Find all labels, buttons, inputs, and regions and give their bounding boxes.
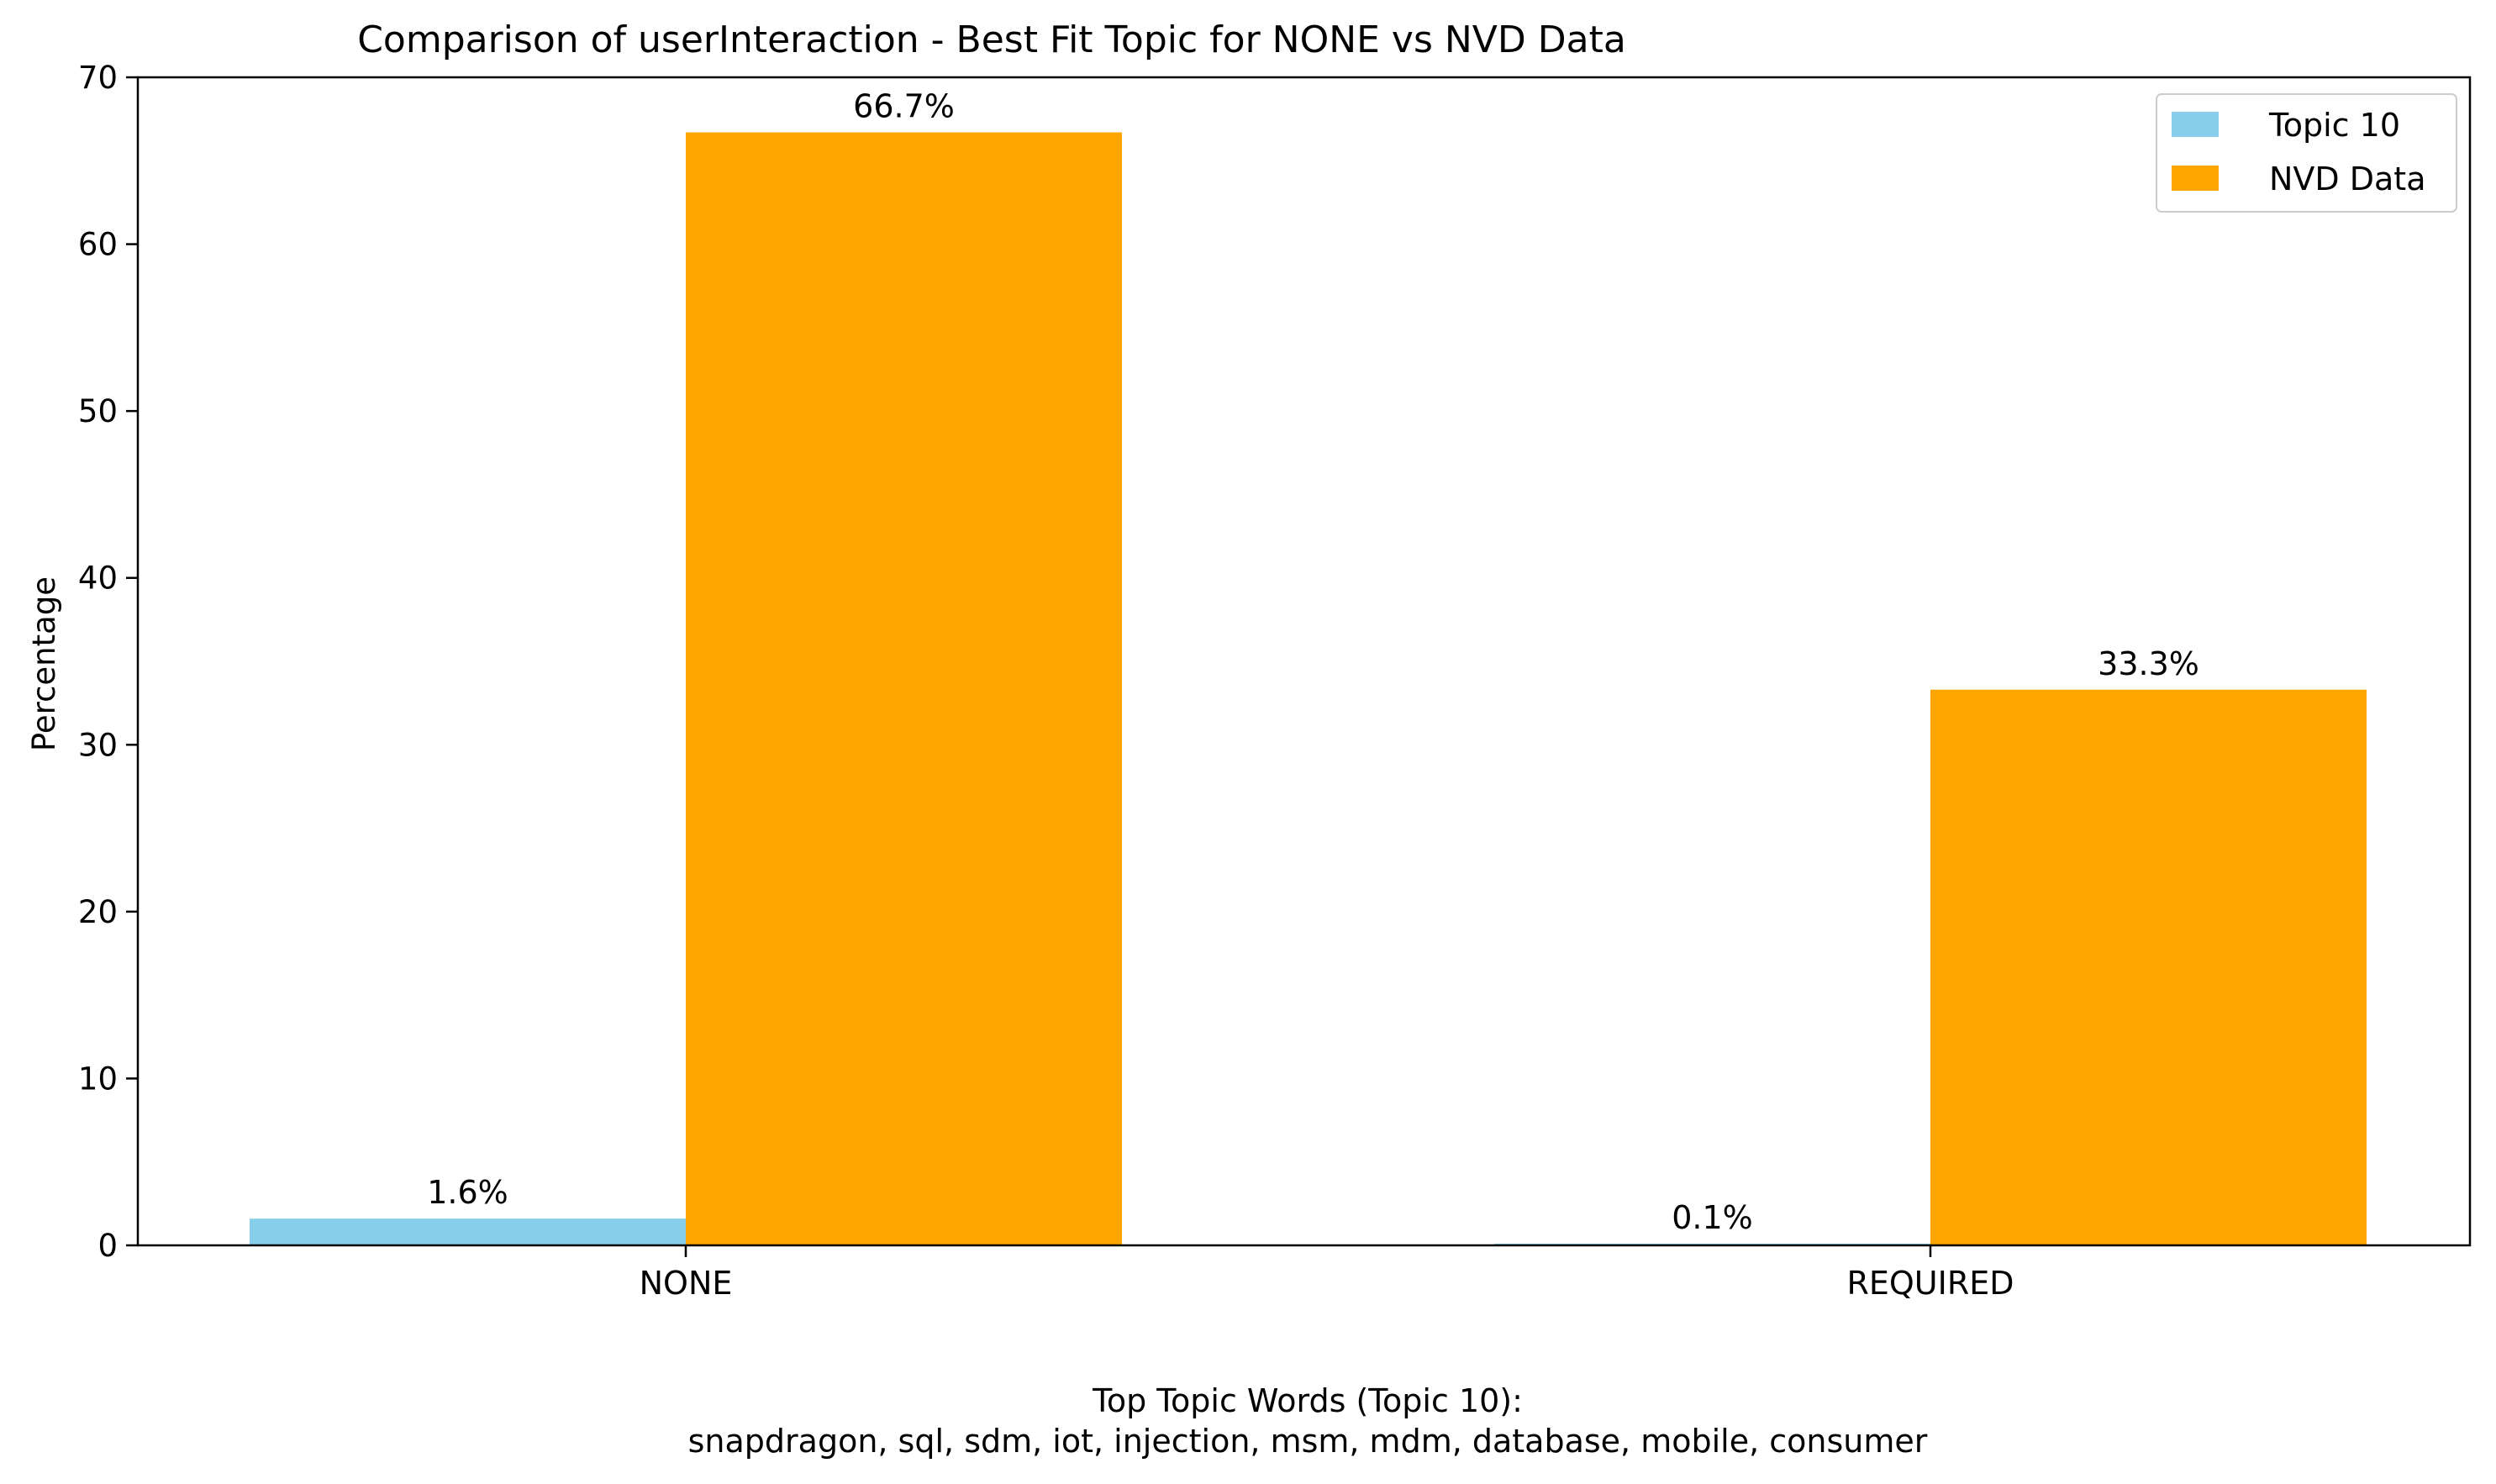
y-tick-label: 60	[78, 227, 118, 263]
data-label: 1.6%	[427, 1174, 508, 1211]
y-tick-label: 50	[78, 393, 118, 429]
data-label: 66.7%	[853, 88, 955, 125]
y-axis-label: Percentage	[26, 576, 62, 751]
data-label: 0.1%	[1672, 1199, 1753, 1236]
y-tick-label: 40	[78, 560, 118, 597]
legend: Topic 10 NVD Data	[2156, 93, 2457, 213]
legend-label-topic10: Topic 10	[2268, 107, 2400, 144]
y-tick-label: 0	[97, 1228, 118, 1264]
y-tick-label: 30	[78, 727, 118, 763]
legend-box	[2156, 93, 2457, 213]
plot-area: 0 10 20 30 40 50 60 70 1.6% 66.7% NONE 0.1% 33.3% REQ…	[78, 60, 2367, 1302]
footnote-heading: Top Topic Words (Topic 10):	[1092, 1382, 1523, 1419]
footnote-topic-words: snapdragon, sql, sdm, iot, injection, ms…	[688, 1423, 1928, 1460]
bar-topic10-none	[250, 1218, 686, 1245]
x-tick-label: REQUIRED	[1846, 1265, 2014, 1302]
bar-nvd-none	[686, 132, 1122, 1245]
legend-label-nvd: NVD Data	[2269, 161, 2426, 197]
y-tick-label: 10	[78, 1060, 118, 1097]
chart-title: Comparison of userInteraction - Best Fit…	[357, 18, 1626, 61]
plot-frame	[136, 76, 2472, 1247]
y-tick-label: 20	[78, 894, 118, 930]
x-tick-label: NONE	[640, 1265, 733, 1302]
legend-swatch-topic10	[2172, 112, 2219, 137]
bar-nvd-required	[1930, 689, 2367, 1245]
y-tick-label: 70	[78, 60, 118, 96]
data-label: 33.3%	[2098, 645, 2199, 682]
legend-swatch-nvd	[2172, 166, 2219, 191]
